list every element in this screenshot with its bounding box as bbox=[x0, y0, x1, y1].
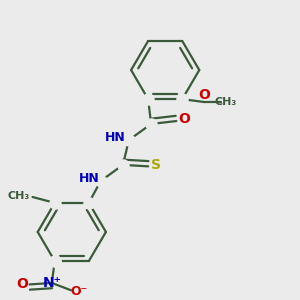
Text: CH₃: CH₃ bbox=[7, 190, 30, 201]
Text: S: S bbox=[152, 158, 161, 172]
Text: O: O bbox=[178, 112, 190, 126]
Text: O⁻: O⁻ bbox=[71, 285, 88, 298]
Text: N⁺: N⁺ bbox=[42, 276, 61, 290]
Text: O: O bbox=[16, 278, 28, 291]
Text: CH₃: CH₃ bbox=[214, 97, 236, 107]
Text: HN: HN bbox=[105, 131, 126, 144]
Text: HN: HN bbox=[79, 172, 99, 185]
Text: O: O bbox=[199, 88, 210, 102]
